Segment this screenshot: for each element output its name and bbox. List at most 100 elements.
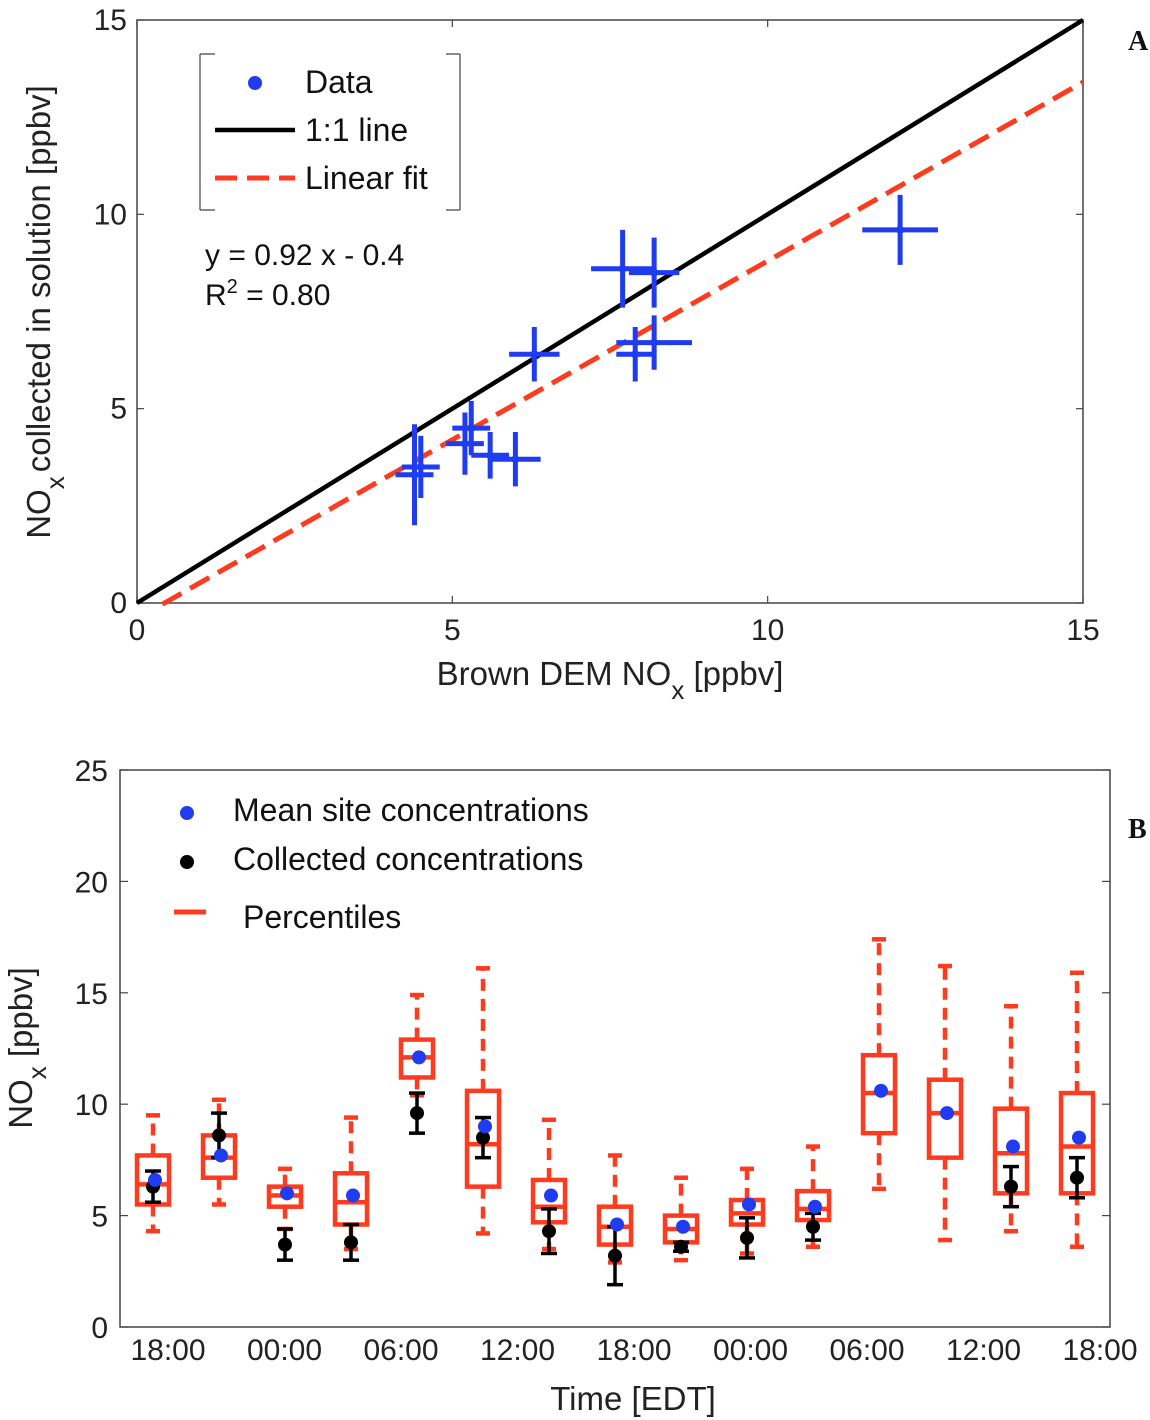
- legend-data-marker: [248, 76, 262, 90]
- collected-marker: [542, 1224, 556, 1239]
- mean-marker: [1006, 1139, 1020, 1154]
- box-group: [332, 1115, 370, 1262]
- x-tick-label: 00:00: [713, 1334, 788, 1367]
- collected-marker: [476, 1130, 490, 1145]
- panel-a-x-tick-labels: 0 5 10 15: [129, 614, 1100, 647]
- box-group: [794, 1144, 832, 1250]
- data-point: [401, 435, 440, 499]
- one-to-one-line: [135, 18, 1085, 605]
- data-marker: [530, 350, 539, 359]
- fit-r-squared: R2 = 0.80: [205, 276, 330, 312]
- mean-marker: [280, 1186, 294, 1201]
- x-tick-label: 0: [129, 614, 146, 647]
- panel-b-y-axis-label: NOx [ppbv]: [2, 967, 52, 1129]
- data-point: [616, 315, 692, 370]
- legend-label-collected: Collected concentrations: [233, 841, 583, 877]
- mean-marker: [214, 1148, 228, 1163]
- panel-b: 18:00 00:00 06:00 12:00 18:00 00:00 06:00 12:00…: [2, 755, 1147, 1417]
- data-marker: [650, 268, 659, 277]
- box-group: [860, 937, 898, 1192]
- fit-annotation: y = 0.92 x - 0.4 R2 = 0.80: [205, 239, 404, 312]
- collected-marker: [674, 1239, 688, 1254]
- panel-a-legend: Data 1:1 line Linear fit: [199, 53, 461, 211]
- data-point: [591, 229, 655, 308]
- y-tick-label: 0: [91, 1312, 108, 1345]
- x-tick-label: 06:00: [829, 1334, 904, 1367]
- y-label-main: NO: [2, 1079, 39, 1129]
- mean-marker: [676, 1219, 690, 1234]
- box-group: [200, 1097, 238, 1207]
- panel-a-data-points: [395, 194, 938, 526]
- y-tick-label: 0: [110, 587, 127, 620]
- legend-label-mean: Mean site concentrations: [233, 792, 589, 828]
- panel-a-y-axis-label: NOx collected in solution [ppbv]: [20, 85, 70, 539]
- fit-equation: y = 0.92 x - 0.4: [205, 239, 404, 272]
- x-tick-label: 10: [751, 614, 784, 647]
- y-tick-label: 5: [110, 393, 127, 426]
- box-group: [728, 1166, 766, 1260]
- panel-b-label: B: [1128, 814, 1147, 845]
- data-point: [446, 412, 484, 475]
- box-iqr: [464, 1088, 502, 1189]
- y-label-suffix: collected in solution [ppbv]: [20, 85, 57, 472]
- x-tick-label: 18:00: [596, 1334, 671, 1367]
- panel-b-x-tick-labels: 18:00 00:00 06:00 12:00 18:00 00:00 06:00 12:00…: [130, 1334, 1137, 1367]
- collected-marker: [344, 1235, 358, 1250]
- data-marker: [460, 439, 469, 448]
- panel-b-x-axis-label: Time [EDT]: [550, 1380, 716, 1417]
- y-tick-label: 15: [75, 978, 108, 1011]
- r2-value: = 0.80: [238, 279, 331, 312]
- legend-frame-right: [446, 53, 461, 211]
- collected-marker: [1004, 1179, 1018, 1194]
- data-point: [471, 431, 510, 479]
- box-group: [464, 966, 502, 1236]
- collected-marker: [212, 1128, 226, 1143]
- box-group: [992, 1003, 1030, 1234]
- panel-a-label: A: [1128, 26, 1149, 57]
- y-label-suffix: [ppbv]: [2, 967, 39, 1066]
- legend-mean-marker: [180, 806, 194, 820]
- collected-marker: [608, 1248, 622, 1263]
- y-tick-label: 10: [94, 198, 127, 231]
- data-marker: [896, 225, 905, 234]
- data-point: [395, 424, 434, 526]
- mean-marker: [808, 1199, 822, 1214]
- x-tick-label: 15: [1066, 614, 1099, 647]
- data-marker: [650, 338, 659, 347]
- y-tick-label: 10: [75, 1089, 108, 1122]
- data-point: [490, 431, 541, 487]
- data-marker: [416, 462, 425, 471]
- mean-marker: [412, 1050, 426, 1065]
- box-group: [1058, 970, 1096, 1250]
- x-label-main: Brown DEM NO: [437, 655, 672, 692]
- collected-marker: [740, 1230, 754, 1245]
- mean-marker: [346, 1188, 360, 1203]
- data-marker: [467, 424, 476, 433]
- legend-label-one-to-one: 1:1 line: [305, 112, 408, 148]
- y-tick-label: 20: [75, 866, 108, 899]
- data-point: [452, 400, 491, 456]
- x-tick-label: 18:00: [130, 1334, 205, 1367]
- x-label-sub: x: [671, 675, 684, 705]
- collected-marker: [278, 1237, 292, 1252]
- x-tick-label: 5: [444, 614, 461, 647]
- legend-frame-left: [199, 53, 215, 211]
- x-tick-label: 12:00: [480, 1334, 555, 1367]
- collected-marker: [1070, 1170, 1084, 1185]
- x-tick-label: 12:00: [946, 1334, 1021, 1367]
- data-marker: [511, 455, 520, 464]
- data-point: [509, 327, 560, 382]
- box-group: [596, 1153, 634, 1287]
- panel-b-y-tick-labels: 0 5 10 15 20 25: [75, 755, 108, 1345]
- y-tick-label: 25: [75, 755, 108, 788]
- mean-marker: [478, 1119, 492, 1134]
- legend-collected-marker: [180, 855, 194, 869]
- data-point: [616, 327, 655, 382]
- mean-marker: [874, 1083, 888, 1098]
- y-label-main: NO: [20, 489, 57, 539]
- box-group: [926, 963, 964, 1243]
- data-point: [628, 237, 680, 308]
- data-marker: [631, 350, 640, 359]
- panel-b-legend: Mean site concentrations Collected conce…: [174, 792, 589, 935]
